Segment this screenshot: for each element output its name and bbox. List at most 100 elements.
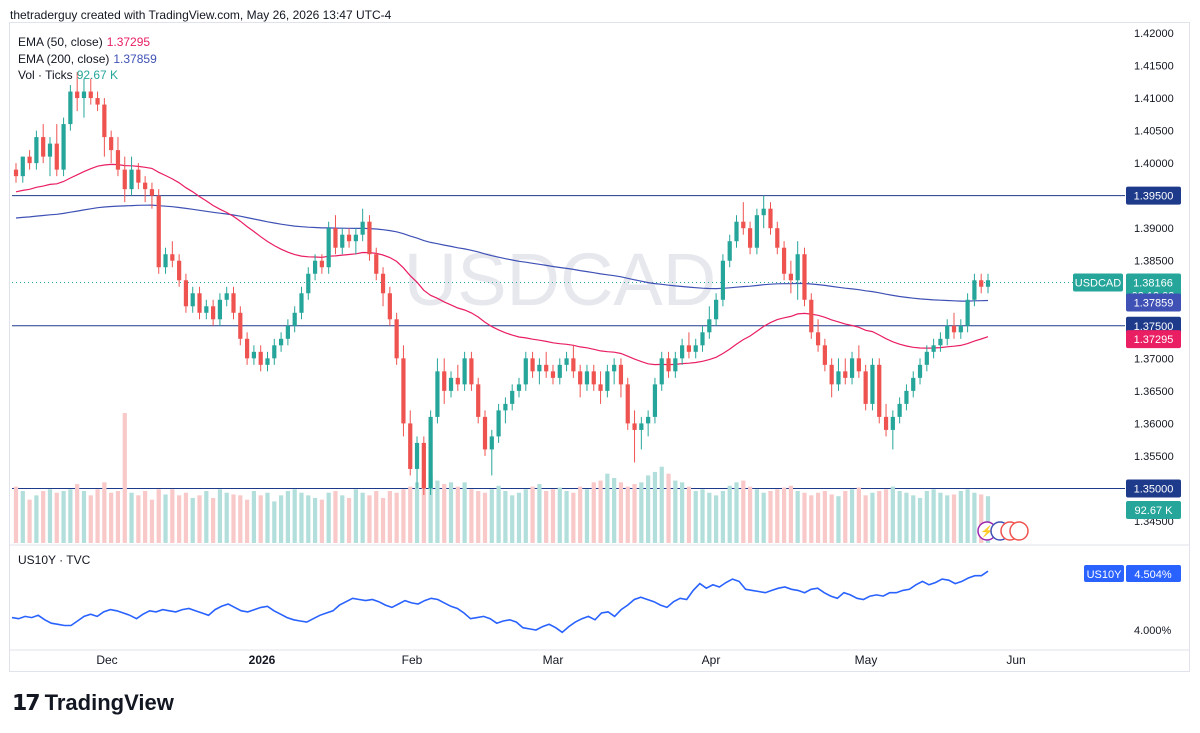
- time-axis[interactable]: Dec 2026 Feb Mar Apr May Jun: [96, 653, 1025, 667]
- candle-body: [244, 338, 250, 359]
- price-tick-label: 1.35500: [1134, 451, 1174, 463]
- volume-bar: [346, 497, 352, 543]
- price-tick-label: 1.41000: [1134, 93, 1174, 105]
- candle-body: [163, 254, 168, 268]
- tradingview-logo[interactable]: 𝟭𝟳 TradingView: [12, 690, 174, 716]
- candle-body: [680, 345, 685, 359]
- volume-bar: [380, 497, 386, 543]
- us10y-pane: US10Y 4.504% 4.000%: [11, 565, 1181, 637]
- candle-body: [95, 98, 100, 105]
- time-label: Dec: [96, 653, 117, 667]
- candle-body: [34, 137, 39, 164]
- event-icon-3[interactable]: [1009, 521, 1029, 541]
- volume-bar: [734, 482, 739, 543]
- candle-body: [788, 273, 793, 281]
- volume-bar: [149, 499, 155, 543]
- volume-bar: [754, 489, 760, 543]
- candle-body: [47, 143, 53, 157]
- candle-body: [190, 293, 195, 307]
- us10y-symbol: US10Y: [1087, 569, 1123, 581]
- volume-bar: [680, 482, 685, 543]
- candle-body: [489, 436, 494, 450]
- volume-bar: [652, 471, 658, 543]
- candle-body: [156, 195, 161, 268]
- volume-bar: [238, 495, 243, 543]
- candle-body: [177, 260, 182, 281]
- volume-bar: [523, 489, 528, 543]
- candle-body: [979, 280, 984, 287]
- candle-body: [54, 143, 59, 170]
- candle-body: [326, 228, 331, 268]
- volume-bar: [564, 491, 569, 543]
- event-icons[interactable]: ⚡: [977, 521, 1029, 541]
- candle-body: [530, 358, 535, 372]
- candle-body: [217, 299, 223, 320]
- volume-bar: [625, 486, 630, 543]
- candle-body: [863, 371, 868, 404]
- candle-body: [754, 215, 760, 248]
- volume-bar: [95, 489, 100, 543]
- candle-body: [829, 364, 834, 385]
- volume-value: 92.67 K: [76, 68, 119, 82]
- volume-bar: [815, 492, 821, 543]
- legend-ema200[interactable]: EMA (200, close) 1.37859: [18, 51, 157, 67]
- candle-body: [20, 156, 25, 177]
- volume-bar: [244, 499, 250, 543]
- volume-bar: [47, 489, 53, 543]
- candle-body: [972, 280, 977, 300]
- volume-bar: [863, 495, 868, 543]
- tradingview-brand: TradingView: [44, 690, 174, 715]
- candle-body: [931, 345, 936, 352]
- candle-body: [285, 325, 290, 339]
- volume-bar: [700, 489, 705, 543]
- candle-body: [578, 371, 583, 385]
- legend-volume[interactable]: Vol · Ticks 92.67 K: [18, 67, 118, 83]
- candle-body: [448, 377, 454, 391]
- candle-body: [781, 247, 787, 274]
- volume-bars: [13, 413, 991, 543]
- candle-body: [985, 280, 991, 287]
- volume-bar: [292, 489, 297, 543]
- legend-ema50[interactable]: EMA (50, close) 1.37295: [18, 34, 150, 50]
- chart-frame: [9, 22, 1190, 672]
- candle-body: [917, 364, 923, 378]
- volume-bar: [367, 495, 372, 543]
- price-tick-label: 1.39000: [1134, 223, 1174, 235]
- volume-bar: [747, 486, 753, 543]
- candle-body: [734, 221, 739, 242]
- candle-body: [598, 384, 603, 391]
- candle-body: [435, 371, 440, 417]
- volume-bar: [489, 489, 494, 543]
- time-label: Feb: [402, 653, 423, 667]
- candle-body: [516, 384, 522, 391]
- volume-axis-label-bg: [1126, 501, 1181, 519]
- volume-bar: [265, 492, 270, 543]
- candle-body: [374, 254, 379, 274]
- candle-body: [251, 351, 257, 359]
- volume-bar: [979, 494, 984, 543]
- candle-body: [877, 364, 882, 417]
- volume-bar: [408, 486, 413, 543]
- volume-bar: [883, 489, 889, 543]
- candle-body: [612, 364, 617, 372]
- volume-bar: [693, 491, 698, 543]
- volume-bar: [278, 495, 284, 543]
- volume-bar: [911, 495, 916, 543]
- price-tick-label: 1.42000: [1134, 28, 1174, 40]
- candle-body: [652, 384, 658, 417]
- candle-body: [510, 390, 515, 404]
- volume-bar: [768, 491, 773, 543]
- volume-bar: [510, 495, 515, 543]
- candle-body: [897, 403, 902, 417]
- candle-body: [904, 390, 909, 404]
- volume-bar: [68, 489, 73, 543]
- volume-bar: [41, 491, 46, 543]
- volume-bar: [129, 492, 134, 543]
- volume-bar: [931, 489, 936, 543]
- price-tick-label: 1.36000: [1134, 418, 1174, 430]
- candle-body: [122, 169, 127, 190]
- volume-bar: [612, 478, 617, 543]
- candle-body: [143, 182, 148, 190]
- volume-bar: [54, 492, 59, 543]
